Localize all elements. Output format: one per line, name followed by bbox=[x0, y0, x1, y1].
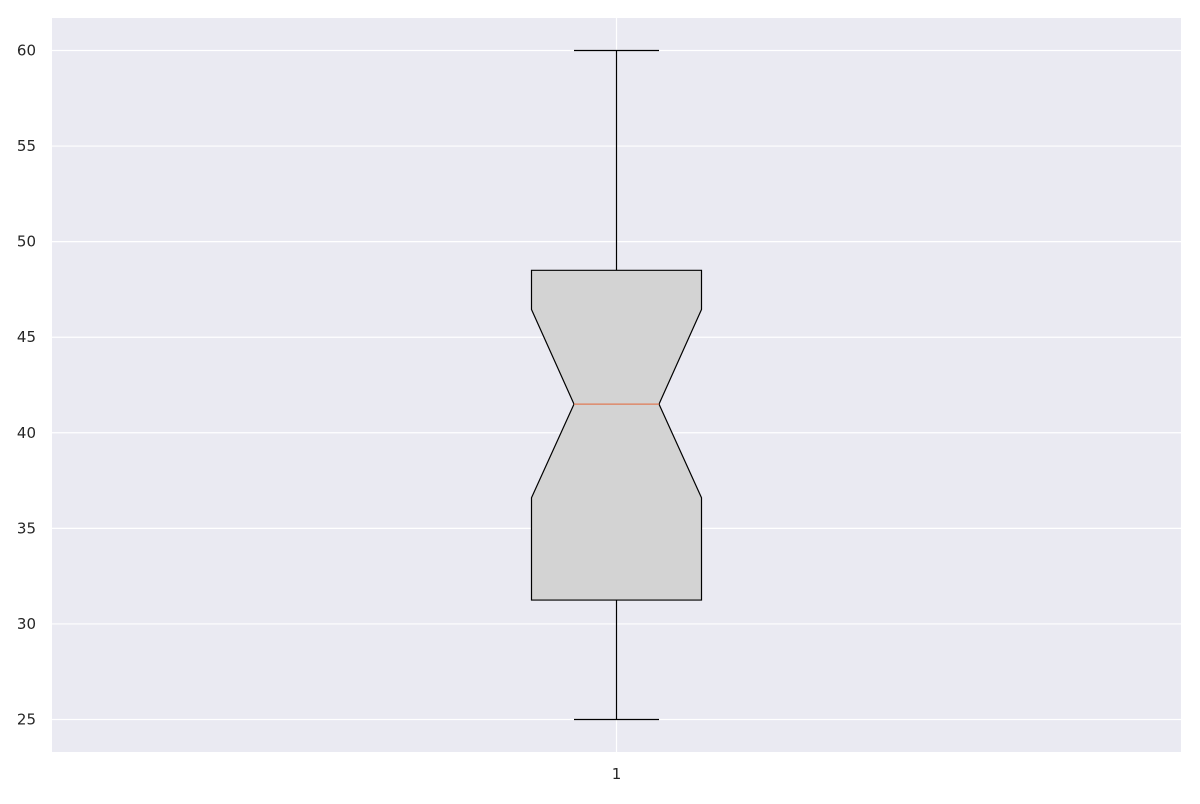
y-axis-ticks: 25 30 35 40 45 50 55 60 bbox=[17, 41, 36, 728]
x-tick-label: 1 bbox=[612, 765, 622, 783]
y-tick-label: 55 bbox=[17, 137, 36, 155]
box-group bbox=[530, 49, 703, 721]
y-tick-label: 45 bbox=[17, 328, 36, 346]
x-axis-ticks: 1 bbox=[612, 765, 622, 783]
box-layer bbox=[530, 49, 703, 721]
y-tick-label: 40 bbox=[17, 424, 36, 442]
y-tick-label: 60 bbox=[17, 41, 36, 59]
box-body bbox=[530, 269, 703, 601]
y-tick-label: 30 bbox=[17, 615, 36, 633]
y-tick-label: 35 bbox=[17, 519, 36, 537]
y-tick-label: 50 bbox=[17, 233, 36, 251]
y-tick-label: 25 bbox=[17, 711, 36, 729]
